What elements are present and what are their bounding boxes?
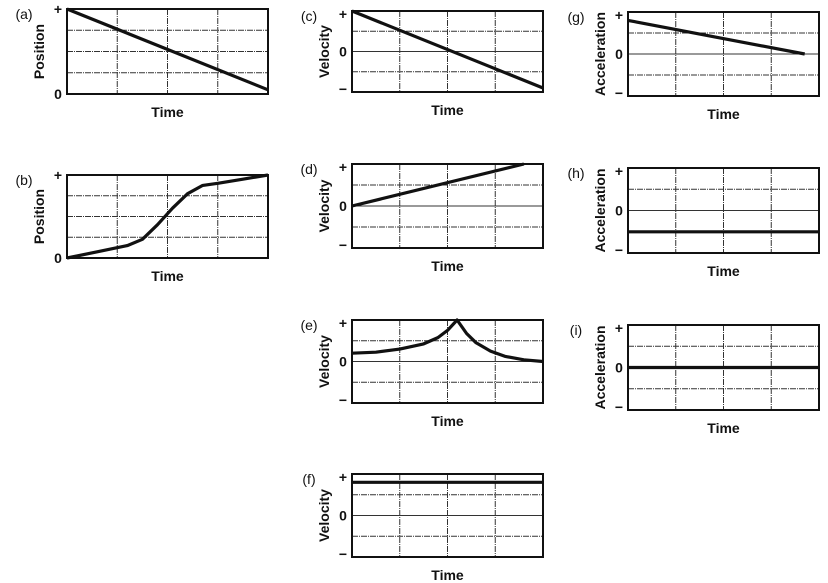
plot-frame [351,10,544,93]
y-tick-label: − [615,242,623,258]
data-line [66,173,269,260]
chart-f: − 0 + Time Velocity(f) [302,469,544,583]
y-tick-label: + [339,315,347,331]
y-axis-label: Position [31,24,47,79]
x-axis-label: Time [431,258,464,274]
chart-a: 0 + Time Position (a) [15,1,269,120]
y-tick-label: + [54,1,62,17]
y-tick-label: + [54,167,62,183]
y-axis-label: Acceleration [592,325,608,409]
y-tick-label: 0 [54,86,62,102]
panel-label: (h) [567,165,584,181]
x-axis-label: Time [707,263,740,279]
plot-frame [66,174,269,259]
data-line [351,162,525,208]
chart-i: − 0 + Time Acceleration (i) [570,320,820,436]
panel-label: (a) [15,6,32,22]
y-tick-label: 0 [339,44,347,60]
y-tick-label: + [615,7,623,23]
y-tick-label: + [339,159,347,175]
plot-frame [66,8,269,95]
y-tick-label: − [339,81,347,97]
x-axis-label: Time [431,413,464,429]
y-axis-label: Position [31,189,47,244]
y-tick-label: 0 [615,360,623,376]
plot-frame [351,473,544,558]
plot-frame [627,167,820,254]
y-tick-label: 0 [615,46,623,62]
x-axis-label: Time [707,106,740,122]
panel-label: (d) [300,161,317,177]
y-axis-label: Velocity [316,335,332,388]
y-tick-label: + [615,320,623,336]
x-axis-label: Time [431,102,464,118]
x-axis-label: Time [707,420,740,436]
chart-e: − 0 + Time Velocity (e) [300,315,544,429]
y-tick-label: − [339,237,347,253]
panel-label: (c) [301,8,317,24]
panel-label: (g) [567,9,584,25]
plot-frame [627,11,820,97]
data-line [627,18,805,56]
y-axis-label: Acceleration [592,168,608,252]
y-tick-label: 0 [339,198,347,214]
data-line [66,7,269,92]
chart-d: − 0 + Time Velocity (d) [300,159,544,274]
y-axis-label: Acceleration [592,12,608,96]
y-tick-label: 0 [339,508,347,524]
panel-label: (b) [15,172,32,188]
y-tick-label: − [615,399,623,415]
y-tick-label: − [615,85,623,101]
y-axis-label: Velocity [316,179,332,232]
panel-label: (f) [302,471,315,487]
y-axis-label: Velocity [316,489,332,542]
y-tick-label: − [339,392,347,408]
chart-g: − 0 + Time Acceleration (g) [567,7,820,122]
y-axis-label: Velocity [316,25,332,78]
data-line [351,318,544,364]
chart-c: − 0 + Time Velocity(c) [301,6,544,118]
y-tick-label: − [339,546,347,562]
y-tick-label: + [339,469,347,485]
y-tick-label: + [339,6,347,22]
panel-label: (e) [300,317,317,333]
y-tick-label: 0 [615,203,623,219]
x-axis-label: Time [431,567,464,583]
chart-b: 0 + Time Position(b) [15,167,269,284]
panel-label: (i) [570,322,582,338]
chart-h: − 0 + Time Acceleration (h) [567,163,820,279]
y-tick-label: + [615,163,623,179]
x-axis-label: Time [151,268,184,284]
data-line [351,9,544,90]
x-axis-label: Time [151,104,184,120]
y-tick-label: 0 [54,250,62,266]
y-tick-label: 0 [339,354,347,370]
